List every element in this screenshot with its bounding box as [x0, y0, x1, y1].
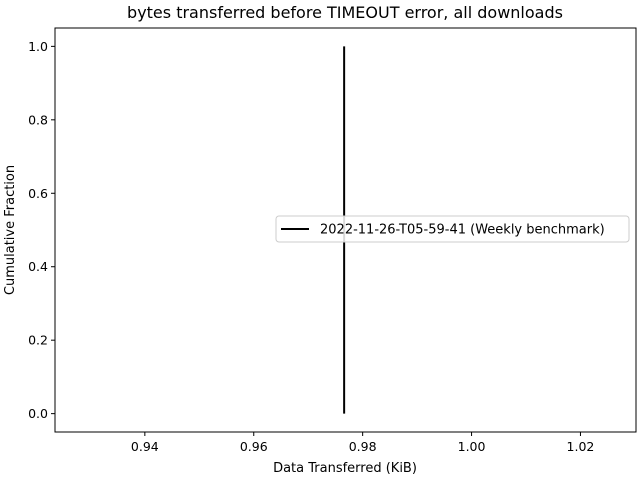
- y-tick-label: 0.2: [28, 333, 48, 348]
- y-tick-label: 0.8: [28, 112, 48, 127]
- x-tick-label: 1.02: [567, 439, 595, 454]
- x-axis-label: Data Transferred (KiB): [273, 461, 417, 476]
- y-tick-label: 1.0: [28, 39, 48, 54]
- y-tick-label: 0.6: [28, 186, 48, 201]
- legend-frame: [275, 215, 630, 243]
- legend: 2022-11-26-T05-59-41 (Weekly benchmark): [275, 215, 630, 243]
- legend-label: 2022-11-26-T05-59-41 (Weekly benchmark): [320, 223, 605, 238]
- plot-area: [54, 27, 637, 433]
- y-tick-label: 0.4: [28, 259, 48, 274]
- x-tick-label: 0.94: [131, 439, 159, 454]
- y-axis: 0.0 0.2 0.4 0.6 0.8 1.0: [28, 39, 55, 421]
- y-axis-label: Cumulative Fraction: [3, 165, 18, 295]
- x-tick-label: 0.96: [240, 439, 268, 454]
- chart-title: bytes transferred before TIMEOUT error, …: [127, 3, 563, 22]
- x-axis: 0.94 0.96 0.98 1.00 1.02: [131, 432, 594, 454]
- x-tick-label: 1.00: [458, 439, 486, 454]
- x-tick-label: 0.98: [349, 439, 377, 454]
- y-tick-label: 0.0: [28, 406, 48, 421]
